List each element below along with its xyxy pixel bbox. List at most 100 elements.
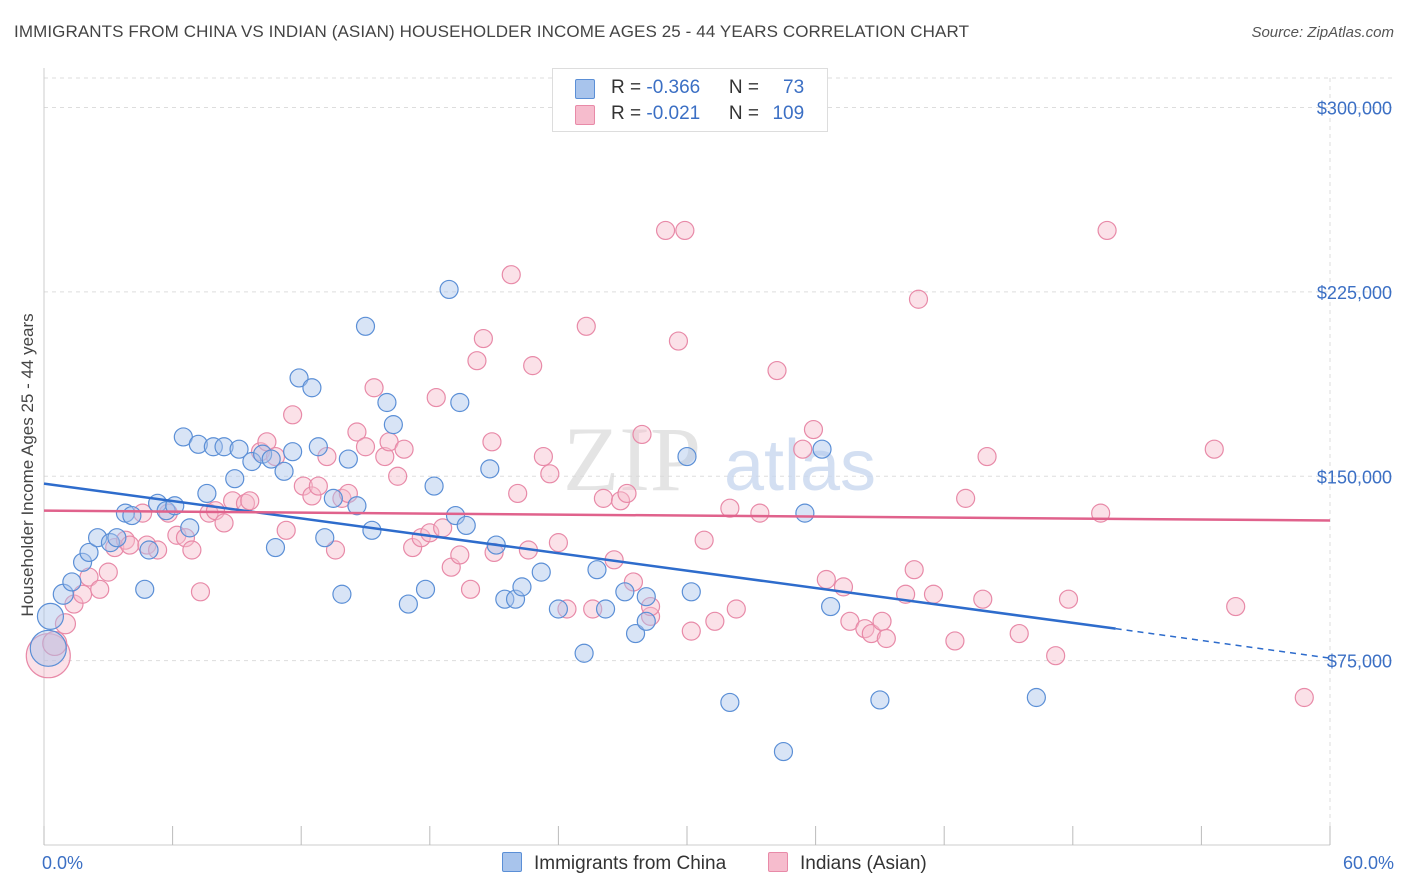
y-tick-labels: $75,000 $150,000 $225,000 $300,000 (1317, 99, 1392, 672)
point-indian (533, 446, 553, 467)
point-china (122, 505, 142, 526)
point-indian (394, 439, 414, 459)
point-china (347, 496, 367, 516)
point-indian (308, 476, 328, 496)
point-china (355, 316, 376, 336)
point-china (261, 449, 281, 469)
point-china (29, 629, 67, 667)
point-china (338, 449, 358, 469)
point-indian (720, 498, 740, 518)
trend-line-china-extension (1115, 627, 1331, 659)
point-indian (388, 466, 408, 486)
point-indian (793, 439, 813, 459)
point-indian (158, 503, 178, 523)
point-china (456, 515, 476, 536)
point-indian (923, 584, 944, 604)
point-china (445, 505, 466, 526)
point-indian (956, 488, 976, 508)
point-indian (1226, 596, 1246, 617)
point-china (332, 584, 352, 604)
point-indian (610, 491, 631, 511)
point-indian (364, 378, 384, 398)
point-china (214, 437, 234, 457)
point-indian (482, 432, 502, 452)
point-indian (467, 351, 487, 371)
point-china (197, 483, 217, 504)
bottom-legend-indian: Indians (Asian) (768, 852, 927, 875)
point-china (531, 562, 551, 582)
point-china (225, 469, 245, 489)
point-indian (767, 360, 787, 381)
point-china (100, 533, 121, 553)
point-indian (1046, 646, 1066, 666)
bottom-legend-swatch-indian (768, 852, 788, 872)
point-indian (1204, 439, 1224, 459)
point-indian (523, 356, 543, 376)
point-indian (705, 611, 725, 631)
point-china (72, 552, 93, 572)
point-china (135, 579, 155, 599)
point-china (587, 560, 607, 580)
point-china (625, 623, 646, 644)
point-china (308, 437, 328, 457)
x-tick-label-max: 60.0% (1342, 853, 1394, 873)
bottom-legend-swatch-china (502, 852, 522, 872)
point-indian (908, 289, 929, 309)
point-indian (548, 533, 569, 553)
point-china (242, 451, 262, 472)
point-china (595, 599, 616, 619)
point-indian (726, 599, 746, 619)
point-china (870, 690, 890, 710)
point-indian (214, 513, 234, 533)
point-china (383, 415, 403, 435)
point-indian (816, 569, 836, 590)
series-indian-points (25, 220, 1314, 708)
chart-title: IMMIGRANTS FROM CHINA VS INDIAN (ASIAN) … (14, 22, 970, 41)
point-china (362, 520, 382, 540)
point-china (283, 442, 303, 462)
trend-line-china (43, 482, 1116, 630)
point-indian (593, 488, 614, 508)
y-tick-label: $300,000 (1317, 99, 1392, 119)
point-china (615, 582, 635, 602)
point-china (415, 579, 436, 599)
point-china (62, 572, 82, 592)
point-china (512, 577, 532, 597)
point-indian (347, 422, 367, 442)
trend-lines (43, 482, 1331, 659)
point-indian (876, 628, 896, 649)
point-china (36, 602, 65, 630)
point-indian (655, 220, 676, 241)
point-china (203, 437, 223, 457)
point-china (574, 643, 594, 663)
point-china (265, 537, 286, 558)
point-china (107, 528, 127, 548)
point-china (795, 503, 815, 523)
legend-china-r-value: -0.366 (646, 77, 701, 98)
point-indian (283, 405, 303, 425)
legend-indian-r-value: -0.021 (646, 103, 701, 124)
point-indian (632, 424, 652, 445)
point-indian (803, 419, 824, 440)
point-indian (681, 621, 701, 641)
point-china (681, 582, 701, 602)
point-indian (668, 331, 689, 351)
x-tick-label-min: 0.0% (42, 853, 84, 873)
legend-china-r-label: R = (611, 77, 647, 98)
point-china (323, 488, 343, 508)
legend-swatch-china (575, 79, 595, 99)
point-indian (576, 316, 596, 336)
point-indian (617, 483, 637, 504)
point-indian (1058, 589, 1079, 609)
point-china (548, 599, 569, 619)
point-china (505, 589, 526, 609)
point-indian (540, 464, 560, 484)
point-indian (1294, 687, 1314, 708)
point-indian (325, 540, 346, 560)
point-china (812, 439, 832, 459)
point-indian (54, 613, 77, 635)
point-indian (872, 611, 892, 631)
point-china (636, 611, 656, 631)
bottom-legend-china: Immigrants from China (502, 852, 726, 875)
